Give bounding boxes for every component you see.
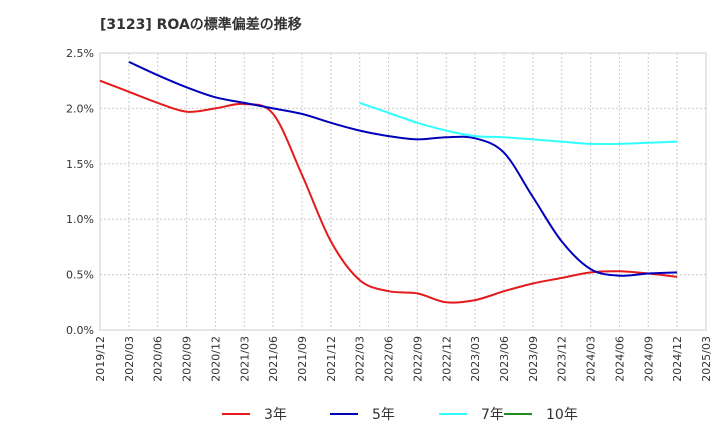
y-tick-label: 0.5% [66,269,94,282]
y-tick-label: 2.5% [66,47,94,60]
x-tick-label: 2023/09 [527,336,540,382]
x-tick-label: 2024/03 [585,336,598,382]
y-tick-label: 1.0% [66,213,94,226]
x-tick-label: 2022/06 [383,336,396,382]
x-tick-label: 2020/09 [181,336,194,382]
y-tick-labels: 0.0% 0.5% 1.0% 1.5% 2.0% 2.5% [66,47,94,337]
x-tick-label: 2020/06 [152,336,165,382]
x-tick-label: 2022/09 [411,336,424,382]
x-tick-label: 2022/03 [354,336,367,382]
x-tick-label: 2022/12 [440,336,453,382]
legend-label-2: 5年 [372,407,395,423]
chart-title: [3123] ROAの標準偏差の推移 [100,17,302,33]
x-tick-label: 2023/12 [556,336,569,382]
x-tick-label: 2021/12 [325,336,338,382]
legend-label-4: 10年 [546,407,578,423]
x-tick-label: 2025/03 [700,336,713,382]
x-tick-label: 2023/03 [469,336,482,382]
legend-label-1: 3年 [264,407,287,423]
legend-label-3: 7年 [481,407,504,423]
x-tick-labels: 2019/12 2020/03 2020/06 2020/09 2020/12 2021/… [94,336,713,382]
plot-area [99,52,707,331]
x-tick-label: 2019/12 [94,336,107,382]
series-line-1 [99,79,678,304]
x-tick-label: 2021/06 [267,336,280,382]
y-gridlines [100,52,706,331]
x-tick-label: 2021/03 [238,336,251,382]
x-tick-label: 2020/12 [209,336,222,382]
x-tick-label: 2024/06 [613,336,626,382]
x-tick-label: 2024/12 [671,336,684,382]
y-tick-label: 2.0% [66,102,94,115]
y-tick-label: 0.0% [66,324,94,337]
legend: 3年 5年 7年 10年 [222,407,578,423]
x-tick-label: 2023/06 [498,336,511,382]
x-tick-label: 2020/03 [123,336,136,382]
x-tick-label: 2024/09 [642,336,655,382]
series-line-3 [359,101,678,146]
series-line-2 [128,60,678,277]
series-lines [99,60,678,304]
y-tick-label: 1.5% [66,158,94,171]
x-tick-label: 2021/09 [296,336,309,382]
